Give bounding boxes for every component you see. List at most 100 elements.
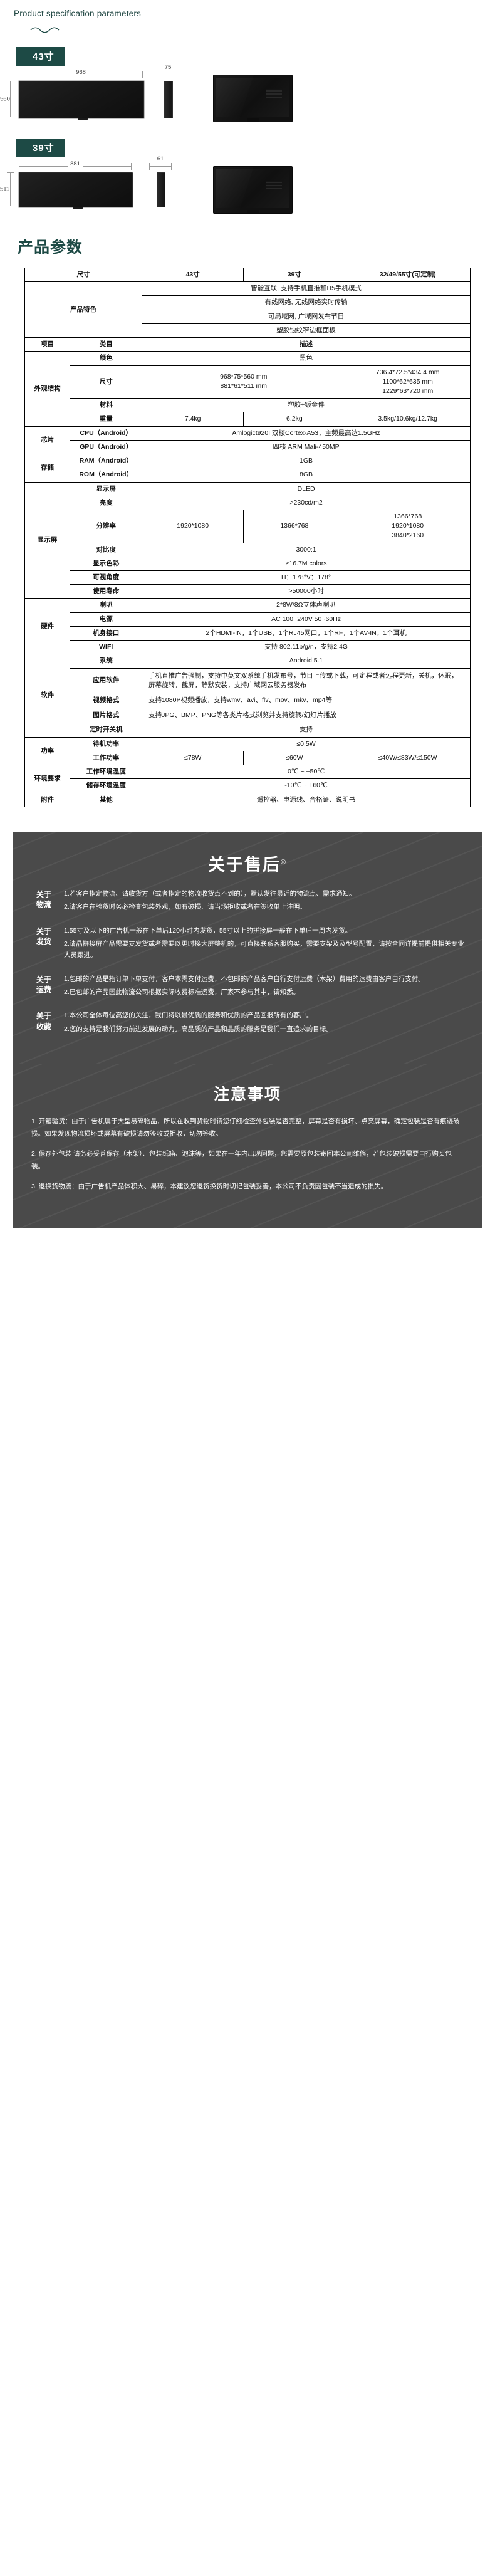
service-label-shipping: 关于 发货 [36,926,51,946]
tv-front-view-39 [19,172,133,209]
table-row: 附件 其他 遥控器、电源线、合格证、说明书 [24,792,471,807]
feature-value: 智能互联, 支持手机直推和H5手机模式 [142,281,471,296]
spec-table-body: 尺寸 43寸 39寸 32/49/55寸(可定制) 产品特色 智能互联, 支持手… [24,267,471,807]
row-value-other: 1366*768 1920*1080 3840*2160 [345,509,471,543]
notice-title: 注意事项 [213,1086,281,1104]
table-row: 功率 待机功率 ≤0.5W [24,736,471,766]
notice-paragraph: 1. 开箱验货：由于广告机属于大型易碎物品，所以在收到货物时请您仔细检查外包装是… [31,1118,460,1138]
page-header: Product specification parameters [0,0,495,36]
row-value: 支持 802.11b/g/n，支持2.4G [142,640,471,655]
row-value: >50000小时 [142,584,471,599]
row-value-39: 1366*768 [243,509,346,543]
height-value-43: 560 [0,94,10,104]
list-item: 关于 收藏 1.本公司全体每位高您的关注，我们将以最优质的服务和优质的产品回报所… [28,1010,467,1037]
row-value: 支持1080P视频播放，支持wmv、avi、flv、mov、mkv、mp4等 [142,692,471,709]
row-category: 重量 [70,412,143,427]
row-value: 黑色 [142,351,471,366]
table-row: 有线网络, 无线网络实时传输 [25,295,471,310]
product-spec-page: Product specification parameters 43寸 968… [0,0,495,1228]
row-category: 储存环境温度 [70,778,143,793]
row-value: 四核 ARM Mali-450MP [142,439,471,455]
row-value-43: 7.4kg [142,412,244,427]
after-sales-list: 关于 物流 1.若客户指定物流、请收货方（或者指定的物流收货点不到的），默认发往… [13,879,482,1037]
row-value: Amlogict920I 双核Cortex-A53，主频最高达1.5GHz [142,426,471,441]
service-body: 1.若客户指定物流、请收货方（或者指定的物流收货点不到的），默认发往最近的物流点… [60,888,467,915]
row-value: 遥控器、电源线、合格证、说明书 [142,792,471,807]
row-category: 电源 [70,612,143,627]
row-category: 图片格式 [70,708,143,724]
row-value: AC 100~240V 50~60Hz [142,612,471,627]
row-category: ROM（Android） [70,468,143,483]
row-category: 视频格式 [70,692,143,709]
tv-side-view-39 [157,172,165,207]
row-value: 支持JPG、BMP、PNG等各类片格式浏览并支持旋转/幻灯片播放 [142,708,471,724]
row-value: H：178°V：178° [142,570,471,585]
size-header-39: 39寸 [243,267,346,283]
service-paragraph: 1.若客户指定物流、请收货方（或者指定的物流收货点不到的），默认发往最近的物流点… [64,889,356,898]
height-dimension-43: 560 [0,81,14,117]
table-row: 可局域网, 广域网发布节目 [25,309,471,324]
row-category: 工作环境温度 [70,765,143,780]
table-row-size-header: 尺寸 43寸 39寸 32/49/55寸(可定制) [24,267,471,283]
service-body: 1.55寸及以下的广告机一般在下单后120小时内发货，55寸以上的拼接屏一般在下… [60,925,467,963]
row-value: 2*8W/8Ω立体声喇叭 [142,598,471,613]
depth-value-39: 61 [155,155,166,162]
tv-front-view-43 [19,81,144,120]
registered-mark-icon: ® [280,858,288,866]
dim-cap-right [131,163,132,170]
row-value-other: 736.4*72.5*434.4 mm 1100*62*635 mm 1229*… [345,365,471,399]
row-category: 机身接口 [70,626,143,641]
notice-paragraph: 3. 退换货物流：由于广告机产品体积大、易碎，本建议您退货换货时切记包装妥善，本… [31,1182,388,1190]
row-category: 颜色 [70,351,143,366]
row-category: RAM（Android） [70,454,143,469]
table-row: 存储 RAM（Android） 1GB [24,454,471,483]
tv-photo-ports [266,181,282,189]
table-row: WIFI 支持 802.11b/g/n，支持2.4G [25,640,471,655]
row-category: 系统 [70,654,143,669]
row-value: >230cd/m2 [142,495,471,510]
list-item: 关于 物流 1.若客户指定物流、请收货方（或者指定的物流收货点不到的），默认发往… [28,888,467,915]
table-row: 芯片 CPU（Android） Amlogict920I 双核Cortex-A5… [24,426,471,455]
dimension-diagram-43: 968 560 75 [0,64,495,123]
tv-photo-43 [213,75,293,122]
row-value: 塑胶+钣金件 [142,398,471,413]
tv-side-view-43 [164,81,173,118]
table-row: 环境要求 工作环境温度 0℃ ~ +50℃ [24,765,471,793]
table-row: 工作功率 ≤78W ≤60W ≤40W/≤83W/≤150W [25,750,471,766]
row-value-43: ≤78W [142,750,244,766]
size-header-43: 43寸 [142,267,244,283]
table-row: 电源 AC 100~240V 50~60Hz [25,612,471,627]
service-paragraph: 2.您的支持是我们努力前进发展的动力。高品质的产品和品质的服务是我们一直追求的目… [64,1025,333,1033]
row-category: 其他 [70,792,143,807]
row-category: 喇叭 [70,598,143,613]
size-header-other: 32/49/55寸(可定制) [345,267,471,283]
notice-paragraph: 2. 保存外包装 请务必妥善保存（木架）、包装纸箱、泡沫等，如果在一年内出现问题… [31,1150,452,1170]
table-row: ROM（Android） 8GB [25,468,471,483]
table-row: GPU（Android） 四核 ARM Mali-450MP [25,439,471,455]
depth-dimension-39: 61 [149,155,172,170]
row-category: 使用寿命 [70,584,143,599]
subheader-item: 项目 [24,337,71,352]
row-value: Android 5.1 [142,654,471,669]
feature-group-label: 产品特色 [24,281,143,338]
row-category: WIFI [70,640,143,655]
row-value: 3000:1 [142,542,471,557]
table-row-subheader: 项目 类目 描述 [24,337,471,352]
subheader-category: 类目 [70,337,143,352]
row-value: 支持 [142,723,471,738]
list-item: 关于 运费 1.包邮的产品是指订单下单支付，客户本需支付运费，不包邮的产品客户自… [28,973,467,1000]
spec-table: 尺寸 43寸 39寸 32/49/55寸(可定制) 产品特色 智能互联, 支持手… [24,267,471,807]
table-row: 材料 塑胶+钣金件 [25,398,471,413]
width-dimension-39: 881 [19,160,132,170]
size-block-39: 39寸 881 511 61 [0,127,495,219]
table-row: 储存环境温度 -10℃ ~ +60℃ [25,778,471,793]
squiggle-divider-icon [30,24,495,36]
table-row: 分辨率 1920*1080 1366*768 1366*768 1920*108… [25,509,471,543]
size-header-label: 尺寸 [24,267,143,283]
size-tag-43: 43寸 [16,47,65,66]
row-value-39: ≤60W [243,750,346,766]
table-row: 可视角度 H：178°V：178° [25,570,471,585]
subheader-description: 描述 [142,337,471,352]
size-tag-39: 39寸 [16,139,65,157]
table-row: 图片格式 支持JPG、BMP、PNG等各类片格式浏览并支持旋转/幻灯片播放 [25,708,471,724]
